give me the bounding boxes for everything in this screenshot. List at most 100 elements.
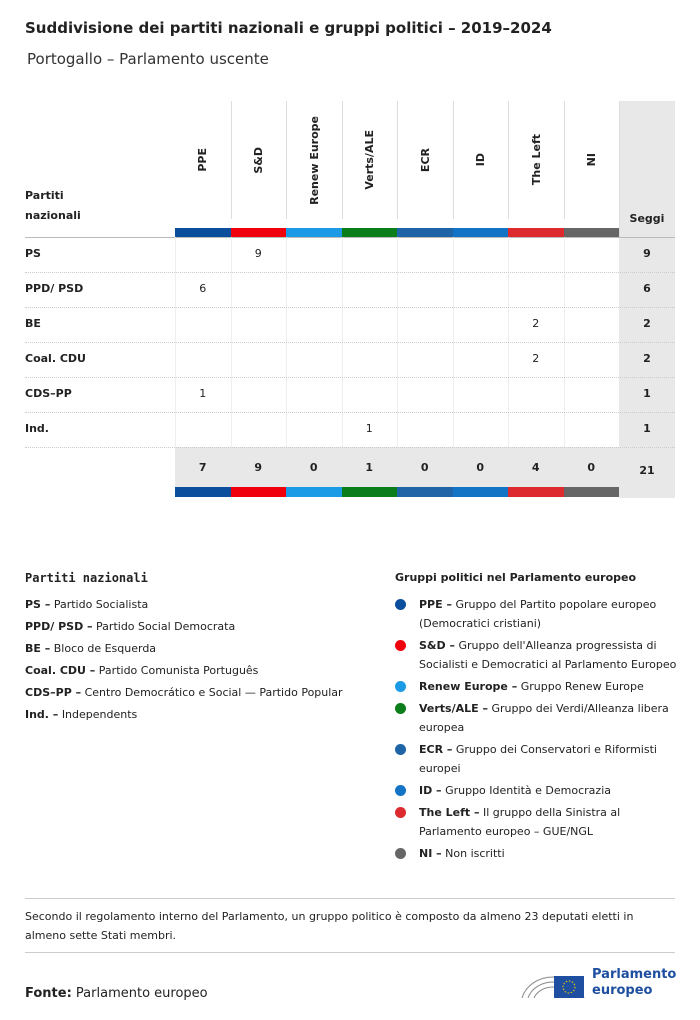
- legend-item: S&D – Gruppo dell'Alleanza progressista …: [419, 636, 677, 674]
- column-label: S&D: [252, 146, 266, 174]
- column-divider: [619, 101, 620, 237]
- color-bar: [452, 487, 508, 497]
- legend-item: BE – Bloco de Esquerda: [25, 639, 385, 658]
- source-text: Parlamento europeo: [75, 986, 208, 1001]
- total-row-bg: [175, 447, 619, 487]
- color-bar: [175, 228, 231, 237]
- color-bar: [563, 228, 619, 237]
- color-bar: [286, 228, 342, 237]
- legend-bullet: [395, 703, 406, 714]
- legend-item: Ind. – Independents: [25, 705, 385, 724]
- cell: 9: [254, 247, 262, 260]
- cell: 6: [199, 282, 207, 295]
- legend-bullet: [395, 599, 406, 610]
- legend-text: Partido Social Democrata: [96, 620, 236, 633]
- legend-abbr: S&D –: [419, 639, 455, 652]
- color-bar: [175, 487, 231, 497]
- column-label: PPE: [196, 148, 210, 172]
- logo: [521, 976, 585, 999]
- row-divider: [25, 307, 675, 308]
- legend-abbr: The Left –: [419, 806, 480, 819]
- color-bar: [230, 228, 286, 237]
- legend-abbr: ID –: [419, 784, 442, 797]
- total-cell: 0: [420, 461, 429, 474]
- total-cell: 7: [198, 461, 207, 474]
- legend-bullet: [395, 807, 406, 818]
- legend-text: Gruppo Renew Europe: [520, 680, 644, 693]
- source-label: Fonte:: [25, 986, 72, 1001]
- row-label: Coal. CDU: [25, 352, 86, 365]
- corner-label: Partiti nazionali: [25, 189, 81, 222]
- grand-total: 21: [639, 464, 655, 477]
- legend-bullet: [395, 640, 406, 651]
- column-header: NI: [563, 101, 620, 219]
- legend-text: Il gruppo della Sinistra al Parlamento e…: [419, 806, 621, 838]
- column-label: Renew Europe: [307, 115, 321, 205]
- row-total: 6: [643, 282, 651, 295]
- legend-abbr: PPD/ PSD –: [25, 620, 93, 633]
- legend-abbr: Renew Europe –: [419, 680, 518, 693]
- legend-item: Coal. CDU – Partido Comunista Português: [25, 661, 385, 680]
- total-cell: 0: [309, 461, 318, 474]
- legend-item: ID – Gruppo Identità e Democrazia: [419, 781, 677, 800]
- legend-item: The Left – Il gruppo della Sinistra al P…: [419, 803, 677, 841]
- legend-abbr: NI –: [419, 847, 442, 860]
- legend-abbr: ECR –: [419, 743, 453, 756]
- color-bar: [341, 487, 397, 497]
- color-bar: [286, 487, 342, 497]
- row-label: PPD/ PSD: [25, 282, 84, 295]
- legend-text: Gruppo dei Verdi/Alleanza libera europea: [419, 702, 669, 734]
- legend-abbr: Coal. CDU –: [25, 664, 96, 677]
- source: Fonte: Parlamento europeo: [25, 986, 208, 1001]
- legend-abbr: PS –: [25, 598, 51, 611]
- column-label: NI: [585, 153, 599, 167]
- legend-item: Renew Europe – Gruppo Renew Europe: [419, 677, 677, 696]
- legend-text: Gruppo dell'Alleanza progressista di Soc…: [419, 639, 677, 671]
- row-total: 2: [643, 317, 651, 330]
- legend-abbr: Verts/ALE –: [419, 702, 488, 715]
- row-total: 1: [643, 422, 651, 435]
- row-divider: [25, 447, 675, 448]
- column-header: PPE: [175, 101, 231, 219]
- cell: 2: [532, 352, 540, 365]
- total-label: Seggi: [629, 212, 665, 225]
- legend-abbr: CDS–PP –: [25, 686, 82, 699]
- column-label: The Left: [529, 134, 543, 186]
- column-header: Verts/ALE: [341, 101, 398, 219]
- legend-bullet: [395, 744, 406, 755]
- legend-title: Gruppi politici nel Parlamento europeo: [395, 571, 637, 584]
- rule: [25, 898, 675, 899]
- total-column-bg: [619, 101, 675, 498]
- header-rule: [25, 237, 675, 238]
- legend-text: Independents: [61, 708, 138, 721]
- legend-text: Partido Comunista Português: [98, 664, 259, 677]
- legend-text: Centro Democrático e Social — Partido Po…: [84, 686, 343, 699]
- legend-bullet: [395, 681, 406, 692]
- cell: 1: [365, 422, 373, 435]
- row-total: 9: [643, 247, 651, 260]
- row-divider: [25, 412, 675, 413]
- column-label: ECR: [418, 147, 432, 173]
- row-label: BE: [25, 317, 41, 330]
- column-header: ECR: [397, 101, 453, 219]
- title: Suddivisione dei partiti nazionali e gru…: [25, 19, 552, 37]
- color-bar: [508, 228, 564, 237]
- row-label: CDS–PP: [25, 387, 72, 400]
- legend-item: PS – Partido Socialista: [25, 595, 385, 614]
- legend-item: PPE – Gruppo del Partito popolare europe…: [419, 595, 677, 633]
- column-header: S&D: [230, 101, 287, 219]
- total-cell: 4: [531, 461, 540, 474]
- legend-item: CDS–PP – Centro Democrático e Social — P…: [25, 683, 385, 702]
- legend-abbr: PPE –: [419, 598, 452, 611]
- color-bar: [397, 487, 453, 497]
- row-total: 1: [643, 387, 651, 400]
- legend-item: Verts/ALE – Gruppo dei Verdi/Alleanza li…: [419, 699, 677, 737]
- legend-text: Non iscritti: [445, 847, 505, 860]
- note: Secondo il regolamento interno del Parla…: [25, 910, 634, 942]
- total-cell: 9: [254, 461, 263, 474]
- row-divider: [25, 342, 675, 343]
- legend-text: Gruppo Identità e Democrazia: [445, 784, 611, 797]
- column-header: The Left: [508, 101, 564, 219]
- color-bar: [563, 487, 619, 497]
